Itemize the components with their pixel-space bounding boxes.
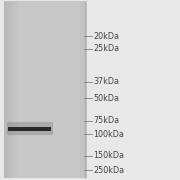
Text: 75kDa: 75kDa	[94, 116, 120, 125]
Text: 25kDa: 25kDa	[94, 44, 120, 53]
Text: 20kDa: 20kDa	[94, 31, 120, 40]
Text: 37kDa: 37kDa	[94, 77, 120, 86]
Bar	[8, 127, 51, 131]
Text: 50kDa: 50kDa	[94, 94, 120, 103]
Text: 250kDa: 250kDa	[94, 166, 125, 175]
Text: 150kDa: 150kDa	[94, 151, 125, 160]
Bar	[7, 122, 53, 135]
Text: 100kDa: 100kDa	[94, 130, 125, 139]
Bar	[4, 2, 86, 178]
